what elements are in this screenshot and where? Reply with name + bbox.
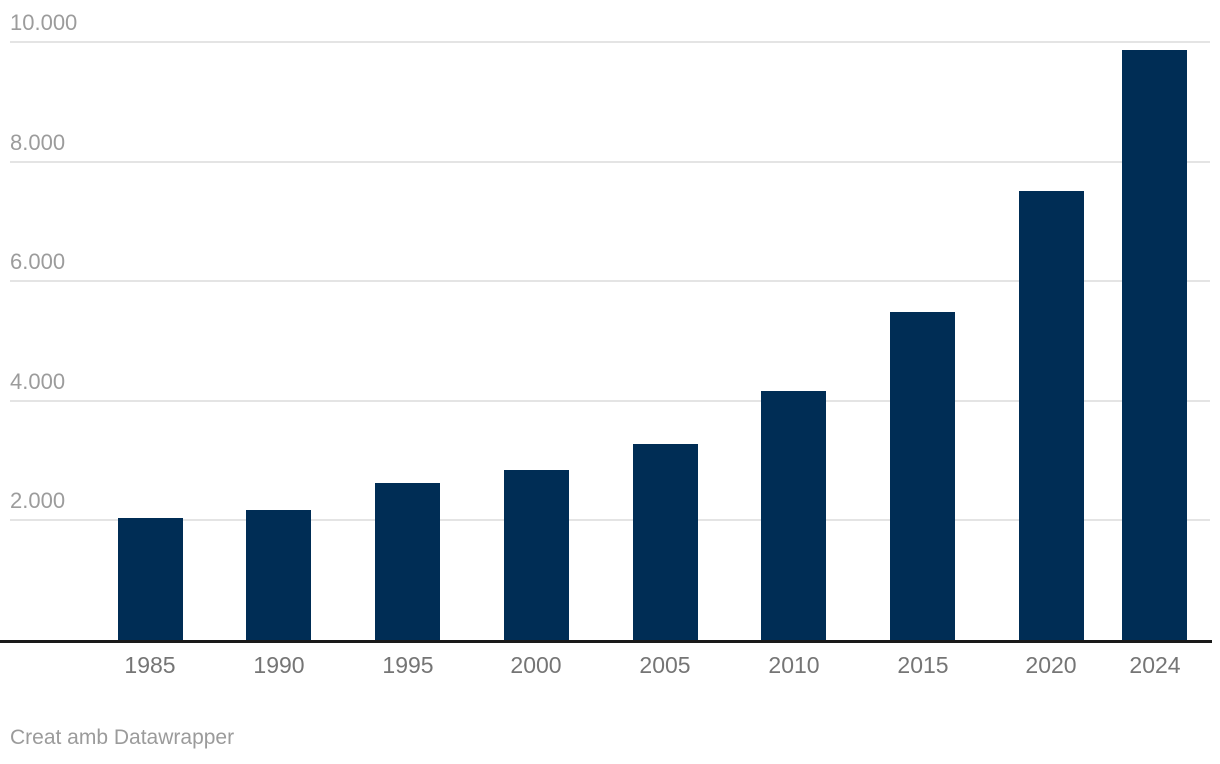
gridline-10000 (10, 41, 1210, 43)
gridline-2000 (10, 519, 1210, 522)
bar-2005[interactable] (633, 444, 698, 640)
y-axis-tick-label-2000: 2.000 (10, 488, 66, 514)
bar-2020[interactable] (1019, 191, 1084, 640)
x-axis-tick-label-2010: 2010 (768, 652, 820, 678)
x-axis-line (0, 640, 1212, 643)
x-axis-tick-label-2000: 2000 (510, 652, 562, 678)
x-axis-tick-label-2005: 2005 (639, 652, 691, 678)
attribution-text: Creat amb Datawrapper (10, 726, 235, 749)
x-axis-tick-label-2024: 2024 (1129, 652, 1181, 678)
bar-1995[interactable] (375, 483, 440, 640)
bar-1985[interactable] (118, 518, 183, 640)
bar-2015[interactable] (890, 312, 955, 640)
y-axis-tick-label-8000: 8.000 (10, 129, 66, 155)
x-axis-tick-label-2020: 2020 (1025, 652, 1077, 678)
x-axis-tick-label-2015: 2015 (897, 652, 949, 678)
bar-2024[interactable] (1122, 50, 1187, 640)
y-axis-tick-label-6000: 6.000 (10, 249, 66, 275)
x-axis-tick-label-1995: 1995 (382, 652, 434, 678)
gridline-8000 (10, 160, 1210, 163)
bar-1990[interactable] (246, 510, 311, 640)
x-axis-tick-label-1985: 1985 (124, 652, 176, 678)
y-axis-tick-label-10000: 10.000 (10, 10, 78, 35)
bar-2010[interactable] (761, 391, 826, 640)
bar-2000[interactable] (504, 470, 569, 640)
gridline-6000 (10, 280, 1210, 283)
gridline-4000 (10, 399, 1210, 402)
y-axis-tick-label-4000: 4.000 (10, 368, 66, 394)
x-axis-tick-label-1990: 1990 (253, 652, 305, 678)
